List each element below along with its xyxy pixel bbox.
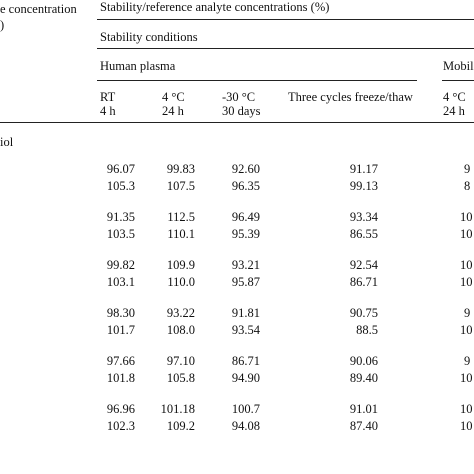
col-4c-line2: 24 h bbox=[162, 104, 184, 118]
header-main-title: Stability/reference analyte concentratio… bbox=[100, 0, 330, 14]
cell-4c: 97.10 bbox=[166, 354, 195, 368]
cell-mobile: 10 bbox=[460, 402, 473, 416]
cell-4c: 109.9 bbox=[166, 258, 195, 272]
cell-freeze-thaw: 86.71 bbox=[349, 275, 378, 289]
cell-mobile: 10 bbox=[460, 419, 473, 433]
cell-rt: 96.07 bbox=[106, 162, 135, 176]
col-mobile-4c-line1: 4 °C bbox=[443, 90, 466, 104]
col-rt-line2: 4 h bbox=[100, 104, 116, 118]
rule-under-conditions bbox=[97, 48, 474, 49]
cell-rt: 98.30 bbox=[106, 306, 135, 320]
cell-mobile: 9 bbox=[464, 306, 471, 320]
cell-m30: 96.35 bbox=[231, 179, 260, 193]
col-m30-line1: -30 °C bbox=[222, 90, 256, 104]
cell-m30: 94.90 bbox=[231, 371, 260, 385]
cell-mobile: 10 bbox=[460, 323, 473, 337]
cell-4c: 110.1 bbox=[167, 227, 195, 241]
cell-rt: 102.3 bbox=[106, 419, 135, 433]
cell-4c: 110.0 bbox=[167, 275, 195, 289]
cell-rt: 103.1 bbox=[106, 275, 135, 289]
col-freeze-thaw: Three cycles freeze/thaw bbox=[288, 90, 413, 104]
cell-freeze-thaw: 92.54 bbox=[349, 258, 378, 272]
cell-rt: 99.82 bbox=[106, 258, 135, 272]
cell-rt: 105.3 bbox=[106, 179, 135, 193]
cell-rt: 91.35 bbox=[106, 210, 135, 224]
cell-4c: 109.2 bbox=[166, 419, 195, 433]
rule-under-column-headers bbox=[0, 122, 474, 123]
cell-mobile: 10 bbox=[460, 371, 473, 385]
cell-freeze-thaw: 90.06 bbox=[349, 354, 378, 368]
cell-mobile: 9 bbox=[464, 162, 471, 176]
cell-m30: 93.21 bbox=[231, 258, 260, 272]
cell-4c: 112.5 bbox=[167, 210, 195, 224]
cell-freeze-thaw: 88.5 bbox=[356, 323, 378, 337]
cell-mobile: 10 bbox=[460, 227, 473, 241]
cell-mobile: 10 bbox=[460, 210, 473, 224]
rule-under-title bbox=[97, 19, 474, 20]
cell-freeze-thaw: 93.34 bbox=[349, 210, 378, 224]
col-m30-line2: 30 days bbox=[222, 104, 261, 118]
header-stability-conditions: Stability conditions bbox=[100, 30, 198, 44]
cell-m30: 94.08 bbox=[231, 419, 260, 433]
col-4c-line1: 4 °C bbox=[162, 90, 185, 104]
cell-freeze-thaw: 91.17 bbox=[349, 162, 378, 176]
cell-mobile: 10 bbox=[460, 258, 473, 272]
cell-freeze-thaw: 87.40 bbox=[349, 419, 378, 433]
cell-rt: 101.8 bbox=[106, 371, 135, 385]
cell-4c: 107.5 bbox=[166, 179, 195, 193]
rule-under-mobile bbox=[442, 80, 474, 81]
cell-freeze-thaw: 99.13 bbox=[349, 179, 378, 193]
cell-m30: 91.81 bbox=[231, 306, 260, 320]
cell-4c: 105.8 bbox=[166, 371, 195, 385]
cell-m30: 100.7 bbox=[231, 402, 260, 416]
cell-4c: 99.83 bbox=[166, 162, 195, 176]
cell-4c: 101.18 bbox=[160, 402, 195, 416]
cell-freeze-thaw: 86.55 bbox=[349, 227, 378, 241]
col-rt-line1: RT bbox=[100, 90, 116, 104]
cell-m30: 93.54 bbox=[231, 323, 260, 337]
cell-m30: 86.71 bbox=[231, 354, 260, 368]
cell-freeze-thaw: 90.75 bbox=[349, 306, 378, 320]
col-mobile-4c-line2: 24 h bbox=[443, 104, 465, 118]
cell-mobile: 10 bbox=[460, 275, 473, 289]
cell-m30: 95.87 bbox=[231, 275, 260, 289]
header-mobile: Mobil bbox=[443, 59, 474, 73]
cell-rt: 103.5 bbox=[106, 227, 135, 241]
cell-m30: 92.60 bbox=[231, 162, 260, 176]
cell-freeze-thaw: 91.01 bbox=[349, 402, 378, 416]
row-group-label: iol bbox=[0, 135, 14, 149]
cell-m30: 95.39 bbox=[231, 227, 260, 241]
cell-4c: 93.22 bbox=[166, 306, 195, 320]
cell-freeze-thaw: 89.40 bbox=[349, 371, 378, 385]
cell-mobile: 8 bbox=[464, 179, 471, 193]
header-left-line2: ) bbox=[0, 18, 5, 32]
cell-4c: 108.0 bbox=[166, 323, 195, 337]
cell-rt: 96.96 bbox=[106, 402, 135, 416]
cell-mobile: 9 bbox=[464, 354, 471, 368]
header-human-plasma: Human plasma bbox=[100, 59, 176, 73]
header-left-line1: e concentration bbox=[0, 2, 77, 16]
cell-rt: 101.7 bbox=[106, 323, 135, 337]
cell-m30: 96.49 bbox=[231, 210, 260, 224]
rule-under-human-plasma bbox=[97, 80, 417, 81]
cell-rt: 97.66 bbox=[106, 354, 135, 368]
